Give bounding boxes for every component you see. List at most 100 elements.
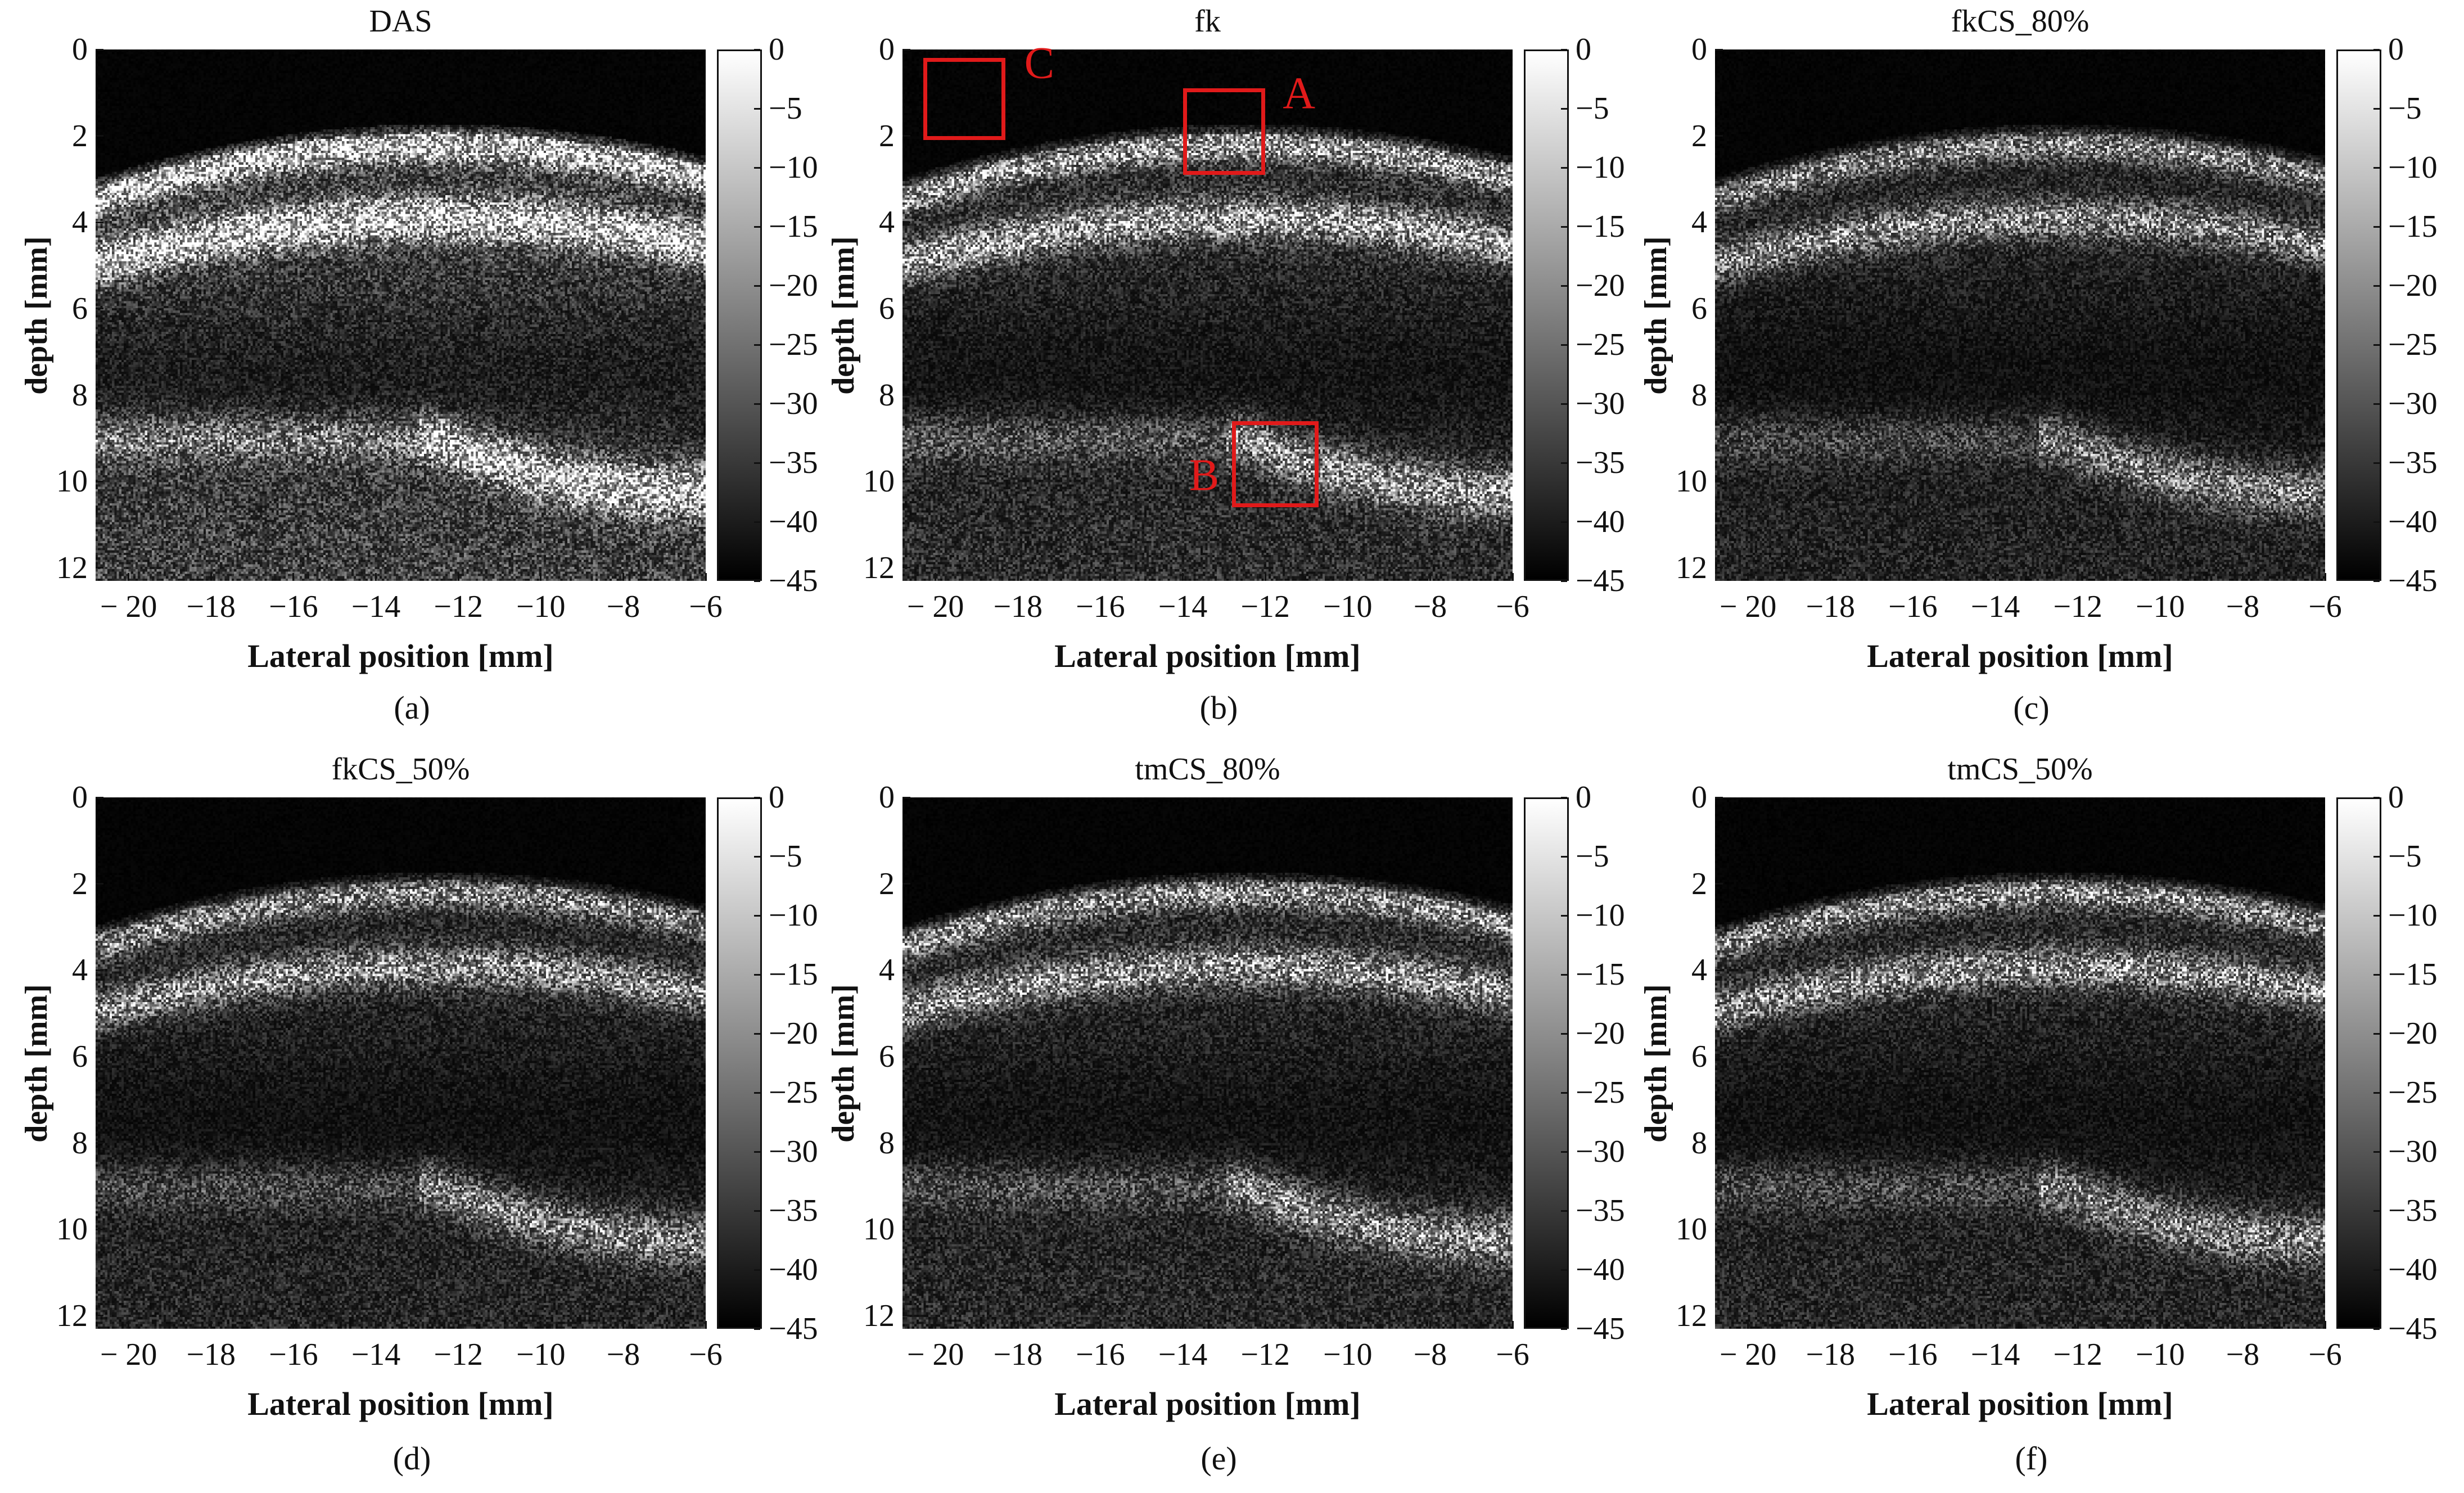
x-tick-mark (292, 1321, 295, 1329)
x-tick-label: − 20 (100, 589, 157, 624)
colorbar-tick-label: −40 (769, 504, 818, 539)
x-tick-label: −16 (1076, 1337, 1125, 1372)
x-tick-mark (1912, 573, 1914, 581)
y-tick-label: 6 (1691, 1039, 1707, 1074)
colorbar-tick-mark (1561, 48, 1567, 51)
y-tick-mark (96, 567, 103, 569)
x-tick-label: −12 (1240, 589, 1290, 624)
x-tick-mark (622, 1321, 624, 1329)
y-axis-label: depth [mm] (19, 984, 54, 1143)
x-tick-mark (935, 1321, 937, 1329)
colorbar-tick-mark (754, 48, 760, 51)
colorbar-tick-mark (1561, 914, 1567, 917)
colorbar-tick-label: −5 (769, 839, 802, 874)
y-tick-mark (1715, 567, 1723, 569)
colorbar-tick-label: −45 (1576, 563, 1625, 598)
colorbar-tick-mark (2373, 48, 2380, 51)
x-tick-mark (1264, 573, 1266, 581)
colorbar-tick-label: −25 (769, 1075, 818, 1110)
y-tick-label: 10 (1676, 464, 1707, 499)
colorbar-tick-label: −20 (2388, 268, 2438, 303)
colorbar-tick-mark (1561, 1269, 1567, 1271)
colorbar-tick-label: −45 (769, 563, 818, 598)
x-tick-mark (1182, 573, 1184, 581)
colorbar-tick-mark (2373, 580, 2380, 582)
x-tick-mark (457, 1321, 459, 1329)
x-tick-mark (210, 1321, 212, 1329)
panel-title: tmCS_50% (1947, 752, 2093, 787)
y-tick-label: 12 (56, 550, 88, 585)
x-tick-mark (2241, 573, 2244, 581)
colorbar-tick-mark (2373, 403, 2380, 405)
panel-label: (f) (2015, 1440, 2048, 1477)
colorbar-tick-mark (1561, 166, 1567, 169)
panel-label: (a) (394, 689, 430, 726)
colorbar-tick-label: −40 (769, 1252, 818, 1287)
colorbar-tick-mark (1561, 973, 1567, 976)
colorbar-tick-mark (1561, 1032, 1567, 1035)
ultrasound-image (1715, 49, 2325, 581)
x-tick-label: − 20 (1719, 589, 1777, 624)
y-tick-label: 2 (72, 118, 88, 154)
colorbar-tick-mark (2373, 1032, 2380, 1035)
colorbar-tick-mark (754, 1151, 760, 1153)
x-tick-mark (1747, 573, 1749, 581)
y-tick-mark (1715, 221, 1723, 223)
x-tick-label: −18 (1806, 589, 1856, 624)
colorbar-tick-mark (1561, 344, 1567, 346)
x-tick-mark (1429, 573, 1431, 581)
x-tick-mark (1017, 573, 1019, 581)
colorbar-tick-label: −5 (2388, 839, 2422, 874)
x-tick-mark (2077, 1321, 2079, 1329)
y-tick-mark (96, 969, 103, 971)
y-tick-mark (96, 394, 103, 396)
y-tick-label: 6 (879, 1039, 895, 1074)
y-tick-mark (902, 480, 910, 482)
x-tick-mark (1511, 1321, 1514, 1329)
colorbar-tick-mark (2373, 855, 2380, 858)
colorbar-tick-mark (2373, 285, 2380, 287)
x-tick-mark (1347, 1321, 1349, 1329)
colorbar-tick-mark (1561, 285, 1567, 287)
colorbar-tick-mark (754, 1210, 760, 1212)
x-tick-mark (540, 573, 542, 581)
y-tick-label: 4 (879, 205, 895, 240)
y-tick-mark (902, 221, 910, 223)
y-tick-mark (902, 1315, 910, 1317)
colorbar-tick-mark (754, 796, 760, 799)
y-tick-mark (96, 308, 103, 310)
y-tick-label: 8 (1691, 377, 1707, 413)
colorbar-tick-mark (754, 1269, 760, 1271)
colorbar-tick-label: −15 (769, 209, 818, 244)
x-tick-label: −12 (2053, 589, 2102, 624)
x-tick-label: − 20 (1719, 1337, 1777, 1372)
colorbar-tick-label: −10 (2388, 898, 2438, 933)
image-raster (1715, 49, 2325, 581)
y-tick-mark (1715, 480, 1723, 482)
x-tick-mark (705, 1321, 707, 1329)
x-tick-label: − 20 (906, 589, 964, 624)
x-tick-label: −8 (606, 589, 640, 624)
x-tick-mark (622, 573, 624, 581)
colorbar-tick-mark (754, 403, 760, 405)
y-tick-mark (902, 1056, 910, 1058)
colorbar-tick-label: −15 (2388, 209, 2438, 244)
x-tick-mark (128, 1321, 130, 1329)
colorbar-tick-mark (2373, 225, 2380, 228)
x-tick-label: −14 (1970, 589, 2020, 624)
colorbar-tick-mark (1561, 403, 1567, 405)
y-tick-label: 2 (1691, 118, 1707, 154)
y-tick-mark (1715, 1315, 1723, 1317)
panel-title: fk (1194, 4, 1221, 39)
colorbar-tick-label: −20 (769, 1016, 818, 1051)
x-axis-label: Lateral position [mm] (1054, 1386, 1361, 1422)
y-tick-label: 6 (72, 1039, 88, 1074)
colorbar-tick-mark (1561, 225, 1567, 228)
y-tick-label: 10 (56, 464, 88, 499)
colorbar (1524, 49, 1569, 581)
y-tick-mark (96, 1142, 103, 1144)
y-tick-mark (96, 1315, 103, 1317)
x-tick-label: −12 (434, 589, 483, 624)
panel-label: (d) (392, 1440, 431, 1477)
